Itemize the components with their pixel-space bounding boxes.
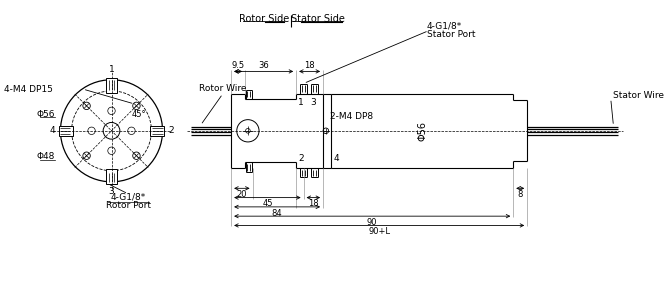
Circle shape	[323, 128, 328, 134]
Bar	[150, 126, 165, 136]
Circle shape	[83, 152, 91, 159]
Circle shape	[133, 152, 140, 159]
Circle shape	[83, 102, 91, 110]
Text: Φ56: Φ56	[418, 121, 428, 141]
Text: 4: 4	[49, 126, 55, 135]
Circle shape	[108, 147, 115, 155]
Bar	[59, 126, 73, 136]
Text: Rotor Side: Rotor Side	[238, 14, 289, 24]
Circle shape	[72, 91, 151, 171]
Circle shape	[108, 107, 115, 114]
Text: 4-M4 DP15: 4-M4 DP15	[4, 85, 53, 94]
Text: 1: 1	[298, 98, 304, 107]
Text: 4: 4	[333, 154, 339, 163]
Text: Stator Wire: Stator Wire	[613, 91, 663, 100]
Text: 3: 3	[310, 98, 316, 107]
Circle shape	[246, 129, 250, 133]
Text: 2: 2	[168, 126, 174, 135]
Text: Φ56: Φ56	[37, 110, 55, 119]
Text: 4-G1/8*: 4-G1/8*	[427, 21, 462, 30]
Text: 36: 36	[258, 61, 269, 70]
Text: Stator Side: Stator Side	[292, 14, 346, 24]
Text: 84: 84	[272, 209, 282, 218]
Text: 2: 2	[298, 154, 304, 163]
Circle shape	[88, 127, 95, 135]
Text: Stator Port: Stator Port	[427, 30, 476, 39]
Circle shape	[128, 127, 135, 135]
Text: 90: 90	[367, 218, 378, 227]
Text: 4-G1/8*: 4-G1/8*	[111, 193, 146, 202]
Text: 45°: 45°	[132, 110, 147, 119]
Text: 18: 18	[308, 199, 318, 208]
Circle shape	[133, 102, 140, 110]
Text: 9.5: 9.5	[232, 61, 244, 70]
Text: 45: 45	[262, 199, 272, 208]
Text: 18: 18	[304, 61, 315, 70]
Text: 2-M4 DP8: 2-M4 DP8	[330, 112, 374, 121]
Circle shape	[61, 80, 163, 182]
Text: Rotor Port: Rotor Port	[106, 201, 151, 210]
Circle shape	[103, 122, 120, 139]
Circle shape	[237, 120, 259, 142]
Bar	[107, 169, 117, 184]
Bar	[107, 78, 117, 93]
Text: 3: 3	[109, 188, 115, 196]
Text: Φ48: Φ48	[37, 152, 55, 161]
Text: 90+L: 90+L	[368, 227, 390, 236]
Text: 1: 1	[109, 65, 115, 74]
Text: 8: 8	[517, 190, 523, 199]
Text: Rotor Wire: Rotor Wire	[199, 84, 246, 93]
Text: 20: 20	[236, 190, 247, 199]
